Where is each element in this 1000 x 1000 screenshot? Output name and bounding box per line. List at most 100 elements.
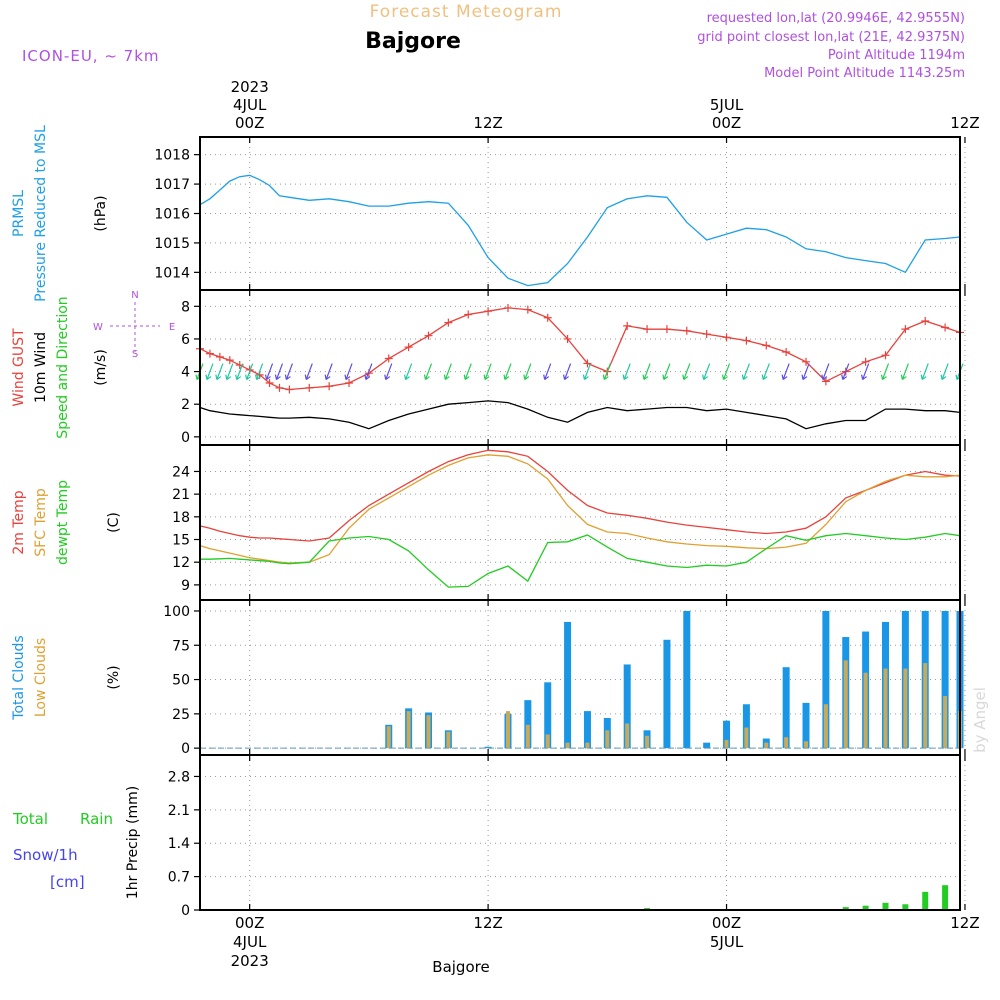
- compass-east: E: [169, 322, 175, 333]
- wind-direction-arrow: [682, 363, 691, 381]
- bar-low-clouds: [943, 696, 948, 749]
- top-axis-hour: 00Z: [235, 114, 264, 132]
- pressure-side-label: Pressure Reduced to MSL: [33, 125, 49, 302]
- wind-direction-arrow: [364, 363, 373, 381]
- gust-marker: [464, 310, 473, 319]
- bar-total-clouds: [683, 610, 691, 749]
- bar-low-clouds: [605, 730, 610, 749]
- watermark: by Angel: [971, 687, 989, 753]
- wind-direction-arrow: [900, 363, 909, 381]
- gust-marker: [861, 357, 870, 366]
- gust-marker: [583, 359, 592, 368]
- series-line-10m-wind: [199, 400, 961, 430]
- bar-total-clouds: [782, 667, 790, 749]
- bar-low-clouds: [545, 734, 550, 749]
- gust-marker: [484, 307, 493, 316]
- temperature-side-label: SFC Temp: [33, 488, 49, 557]
- temperature-side-label: dewpt Temp: [55, 480, 71, 565]
- bottom-axis-year: 2023: [231, 952, 269, 970]
- pressure-unit: (hPa): [93, 195, 109, 231]
- bar-total-clouds: [723, 720, 731, 749]
- wind-direction-arrow: [344, 363, 353, 381]
- bar-low-clouds: [565, 742, 570, 749]
- gust-marker: [662, 325, 671, 334]
- gust-marker: [563, 334, 572, 343]
- wind-side-label: Speed and Direction: [55, 296, 71, 438]
- wind-direction-arrow: [235, 363, 244, 381]
- wind-direction-arrow: [304, 363, 313, 381]
- series-line-prmsl: [199, 174, 961, 287]
- gust-marker: [722, 333, 731, 342]
- wind-direction-arrow: [483, 363, 492, 381]
- temperature-panel: 9 12 15 18 21 24 2m Temp SFC Temp dewpt Temp (C): [11, 444, 966, 601]
- y-tick-label: 1.4: [168, 836, 190, 852]
- series-line-sfc-temp: [199, 454, 961, 564]
- y-tick-label: 15: [172, 533, 190, 549]
- bar-low-clouds: [446, 731, 451, 749]
- wind-direction-arrow: [841, 363, 850, 381]
- wind-direction-arrow: [205, 363, 214, 381]
- wind-direction-arrow: [721, 363, 731, 381]
- y-tick-label: 9: [181, 578, 190, 594]
- requested-coords: requested lon,lat (20.9946E, 42.9555N): [707, 11, 965, 26]
- gust-marker: [821, 377, 830, 386]
- gust-marker: [305, 383, 314, 392]
- wind-direction-arrow: [920, 363, 929, 381]
- top-title: Forecast Meteogram: [370, 2, 563, 22]
- wind-direction-arrow: [821, 363, 830, 381]
- y-tick-label: 18: [172, 510, 190, 526]
- point-altitude: Point Altitude 1194m: [828, 48, 965, 63]
- precip-label-rain: Rain: [80, 810, 113, 828]
- gust-marker: [265, 379, 274, 387]
- gust-marker: [543, 313, 552, 322]
- gust-marker: [901, 325, 910, 334]
- bar-low-clouds: [625, 723, 630, 749]
- bar-low-clouds: [923, 663, 928, 749]
- y-tick-label: 100: [163, 604, 190, 620]
- y-tick-label: 2.8: [168, 769, 190, 785]
- bar-total-clouds: [941, 610, 949, 749]
- bar-total-clouds: [802, 702, 810, 749]
- precip-label-cm: [cm]: [50, 873, 85, 891]
- bottom-axis-date: 4JUL: [233, 933, 267, 951]
- y-tick-label: 0: [181, 741, 190, 757]
- wind-direction-arrow: [622, 363, 631, 381]
- bar-low-clouds: [764, 742, 769, 749]
- bar-low-clouds: [823, 704, 828, 749]
- bar-rain: [882, 902, 889, 910]
- compass-rose: [110, 302, 160, 352]
- bottom-axis-hour: 00Z: [712, 914, 741, 932]
- clouds-side-label: Total Clouds: [11, 635, 27, 720]
- gust-marker: [881, 351, 890, 360]
- wind-unit: (m/s): [93, 349, 109, 386]
- wind-direction-arrow: [404, 363, 413, 381]
- bar-low-clouds: [784, 737, 789, 749]
- gust-marker: [444, 318, 453, 327]
- bar-low-clouds: [645, 735, 650, 749]
- y-tick-label: 6: [181, 332, 190, 348]
- wind-direction-arrow: [503, 363, 512, 381]
- grid-point-coords: grid point closest lon,lat (21E, 42.9375…: [697, 30, 965, 45]
- bar-total-clouds: [703, 742, 711, 749]
- panel-frame: [199, 289, 961, 446]
- gust-marker: [384, 354, 393, 363]
- bottom-axis-hour: 12Z: [950, 914, 979, 932]
- y-tick-label: 8: [181, 299, 190, 315]
- clouds-panel: 0 25 50 75 100 Total Clouds Low Clouds (%): [11, 599, 966, 757]
- bar-rain: [842, 907, 849, 910]
- wind-panel: 0 2 4 6 8 N S E W Wind GUST 10m Wind Speed and Dire…: [11, 289, 966, 446]
- wind-direction-arrow: [562, 363, 572, 381]
- wind-direction-arrow: [284, 363, 293, 381]
- bar-low-clouds: [744, 727, 749, 749]
- precip-label-snow: Snow/1h: [13, 846, 78, 864]
- bar-low-clouds: [386, 726, 391, 749]
- gust-marker: [702, 330, 711, 339]
- top-axis-year: 2023: [231, 78, 269, 96]
- top-axis-date: 4JUL: [233, 96, 267, 114]
- y-tick-label: 1016: [154, 207, 190, 223]
- bar-total-clouds: [663, 639, 671, 749]
- temperature-side-label: 2m Temp: [11, 490, 27, 554]
- panel-frame: [199, 754, 961, 911]
- compass-south: S: [132, 349, 138, 360]
- wind-direction-arrow: [463, 363, 472, 381]
